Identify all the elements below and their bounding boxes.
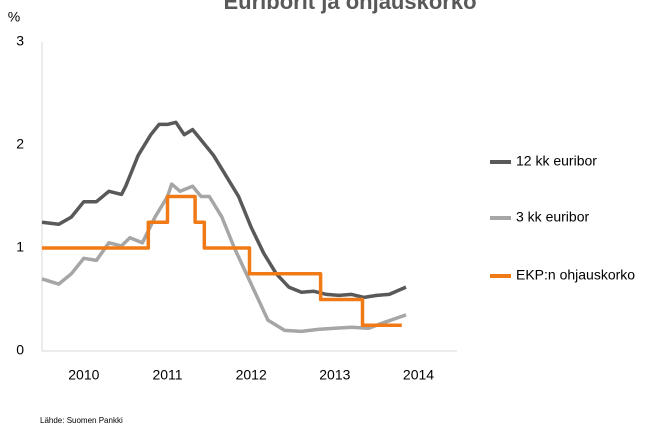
legend-label: 12 kk euribor <box>516 153 597 169</box>
source: Lähde: Suomen Pankki <box>40 416 123 425</box>
y-tick-label: 0 <box>16 342 24 358</box>
chart-title: Euriborit ja ohjauskorko <box>223 0 476 14</box>
legend-label: EKP:n ohjauskorko <box>516 267 635 283</box>
series-line <box>41 120 407 300</box>
y-tick-label: 1 <box>16 239 24 255</box>
legend-label: 3 kk euribor <box>516 209 589 225</box>
x-tick-label: 2013 <box>319 367 350 383</box>
x-tick-label: 2010 <box>68 367 99 383</box>
y-tick-label: 3 <box>16 33 24 49</box>
x-tick-label: 2014 <box>403 367 434 383</box>
series-line <box>41 182 407 334</box>
x-tick-label: 2011 <box>152 367 182 383</box>
series-line <box>42 194 402 328</box>
x-tick-label: 2012 <box>236 367 267 383</box>
y-tick-label: 2 <box>16 136 24 152</box>
y-axis-label: % <box>8 9 20 25</box>
